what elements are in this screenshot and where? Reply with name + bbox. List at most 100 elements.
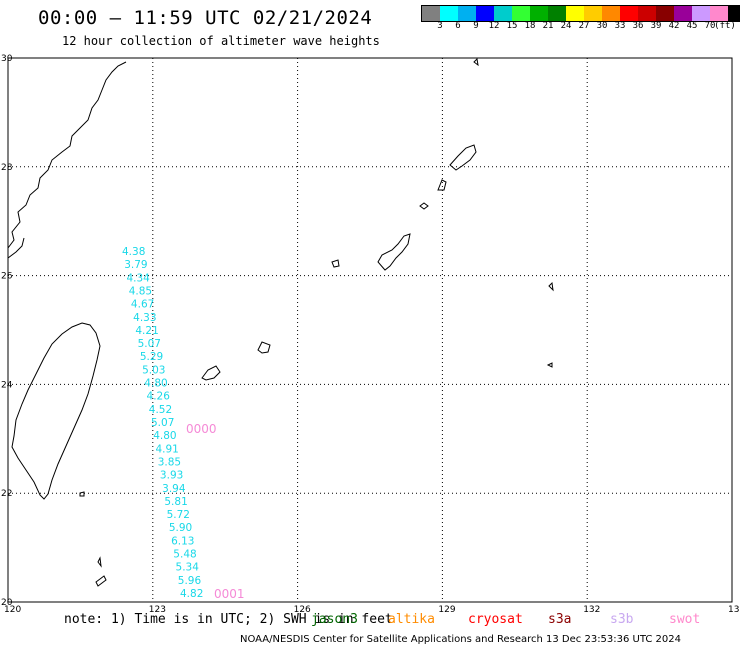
- legend-swatch: [494, 6, 512, 21]
- satellite-s3b: s3b: [610, 612, 634, 627]
- wave-height-label: 3.94: [162, 483, 186, 495]
- wave-height-label: 5.96: [178, 575, 202, 587]
- small-island-7: [473, 57, 479, 67]
- small-island-6: [546, 362, 553, 368]
- small-island-8: [79, 491, 85, 497]
- legend-swatch: [638, 6, 656, 21]
- legend-swatch: [530, 6, 548, 21]
- legend-swatch: [620, 6, 638, 21]
- legend-swatch: [674, 6, 692, 21]
- china-coastline: [7, 61, 127, 249]
- legend-label: 42: [668, 21, 680, 31]
- note-text: note: 1) Time is in UTC; 2) SWH is in fe…: [64, 612, 393, 627]
- small-island-5: [548, 281, 554, 292]
- satellite-swot: swot: [669, 612, 701, 627]
- legend-label: 21: [542, 21, 554, 31]
- legend-label: 27: [578, 21, 590, 31]
- coastlines: [7, 57, 554, 587]
- map-frame: [7, 57, 733, 603]
- wave-height-label: 5.03: [142, 364, 165, 376]
- wave-height-label: 4.52: [149, 404, 172, 416]
- legend-label: 24: [560, 21, 572, 31]
- wave-height-label: 4.91: [155, 443, 178, 455]
- legend-label: 36: [632, 21, 644, 31]
- wave-height-label: 4.80: [144, 378, 167, 390]
- wave-height-label: 4.38: [122, 246, 145, 258]
- legend-unit: (ft): [714, 21, 736, 31]
- legend-label: 18: [524, 21, 536, 31]
- legend-label: 30: [596, 21, 608, 31]
- legend-swatch: [656, 6, 674, 21]
- legend-swatch: [458, 6, 476, 21]
- lat-tick-label: 30: [1, 54, 13, 64]
- amami-island: [449, 144, 477, 171]
- taiwan-coastline: [11, 322, 101, 500]
- legend-swatch: [566, 6, 584, 21]
- legend-label: 15: [506, 21, 518, 31]
- satellite-altika: altika: [388, 612, 435, 627]
- miyako-island: [257, 341, 271, 354]
- wave-height-label: 6.13: [171, 535, 194, 547]
- legend-label: 39: [650, 21, 662, 31]
- yaeyama-island: [201, 365, 221, 381]
- wave-height-label: 4.21: [135, 325, 158, 337]
- legend-swatch: [728, 6, 740, 21]
- cell-labels: 0000 0001: [186, 422, 245, 601]
- wave-height-label: 5.90: [169, 522, 192, 534]
- china-coastline-inner: [7, 237, 25, 259]
- wave-height-label: 3.79: [124, 259, 147, 271]
- wave-height-label: 5.07: [138, 338, 161, 350]
- wave-height-label: 5.34: [176, 562, 200, 574]
- lon-tick-label: 120: [4, 605, 21, 615]
- legend-swatch: [548, 6, 566, 21]
- legend-label: 12: [488, 21, 500, 31]
- wave-height-label: 5.07: [151, 417, 174, 429]
- legend-label: 3: [437, 21, 443, 31]
- legend-label: 70: [704, 21, 716, 31]
- legend-swatch: [440, 6, 458, 21]
- okinawa-island: [377, 233, 411, 271]
- legend-swatch: [476, 6, 494, 21]
- legend-swatch: [422, 6, 440, 21]
- wave-height-label: 4.34: [126, 272, 150, 284]
- axis-tick-labels: 120 123 126 129 132 135 30 28 26 24 22 20: [1, 54, 740, 615]
- footer-credit: NOAA/NESDIS Center for Satellite Applica…: [240, 634, 682, 645]
- small-island-4: [95, 575, 107, 587]
- legend-swatch: [584, 6, 602, 21]
- legend-swatch: [602, 6, 620, 21]
- legend-swatch: [692, 6, 710, 21]
- wave-height-label: 4.33: [133, 312, 156, 324]
- lon-tick-label: 126: [294, 605, 311, 615]
- small-island-2: [331, 259, 340, 268]
- wave-height-label: 5.48: [173, 549, 196, 561]
- wave-height-label: 5.81: [164, 496, 187, 508]
- wave-height-label: 5.29: [140, 351, 163, 363]
- wave-height-labels: 4.383.794.344.854.674.334.215.075.295.03…: [122, 246, 203, 600]
- legend-label: 33: [614, 21, 626, 31]
- wave-height-label: 5.72: [167, 509, 190, 521]
- lon-tick-label: 123: [149, 605, 166, 615]
- legend-label: 9: [473, 21, 479, 31]
- satellite-jason3: jason3: [311, 612, 358, 627]
- wave-height-label: 4.82: [180, 588, 203, 600]
- page-subtitle: 12 hour collection of altimeter wave hei…: [62, 34, 380, 48]
- legend-swatch: [512, 6, 530, 21]
- lat-tick-label: 22: [1, 489, 12, 499]
- tanegashima-island: [437, 179, 447, 191]
- lon-tick-label: 129: [438, 605, 455, 615]
- wave-height-label: 4.26: [147, 391, 171, 403]
- lat-tick-label: 20: [1, 598, 13, 608]
- satellite-s3a: s3a: [548, 612, 572, 627]
- legend-swatch: [710, 6, 728, 21]
- small-island-1: [419, 202, 429, 210]
- lat-tick-label: 26: [1, 272, 13, 282]
- small-island-3: [97, 556, 102, 568]
- legend-label: 6: [455, 21, 461, 31]
- cell-label: 0000: [186, 422, 217, 436]
- color-legend: [421, 5, 740, 22]
- satellite-cryosat: cryosat: [468, 612, 523, 627]
- lat-tick-label: 24: [1, 380, 13, 390]
- page-title: 00:00 – 11:59 UTC 02/21/2024: [38, 7, 373, 29]
- wave-height-label: 3.85: [158, 456, 181, 468]
